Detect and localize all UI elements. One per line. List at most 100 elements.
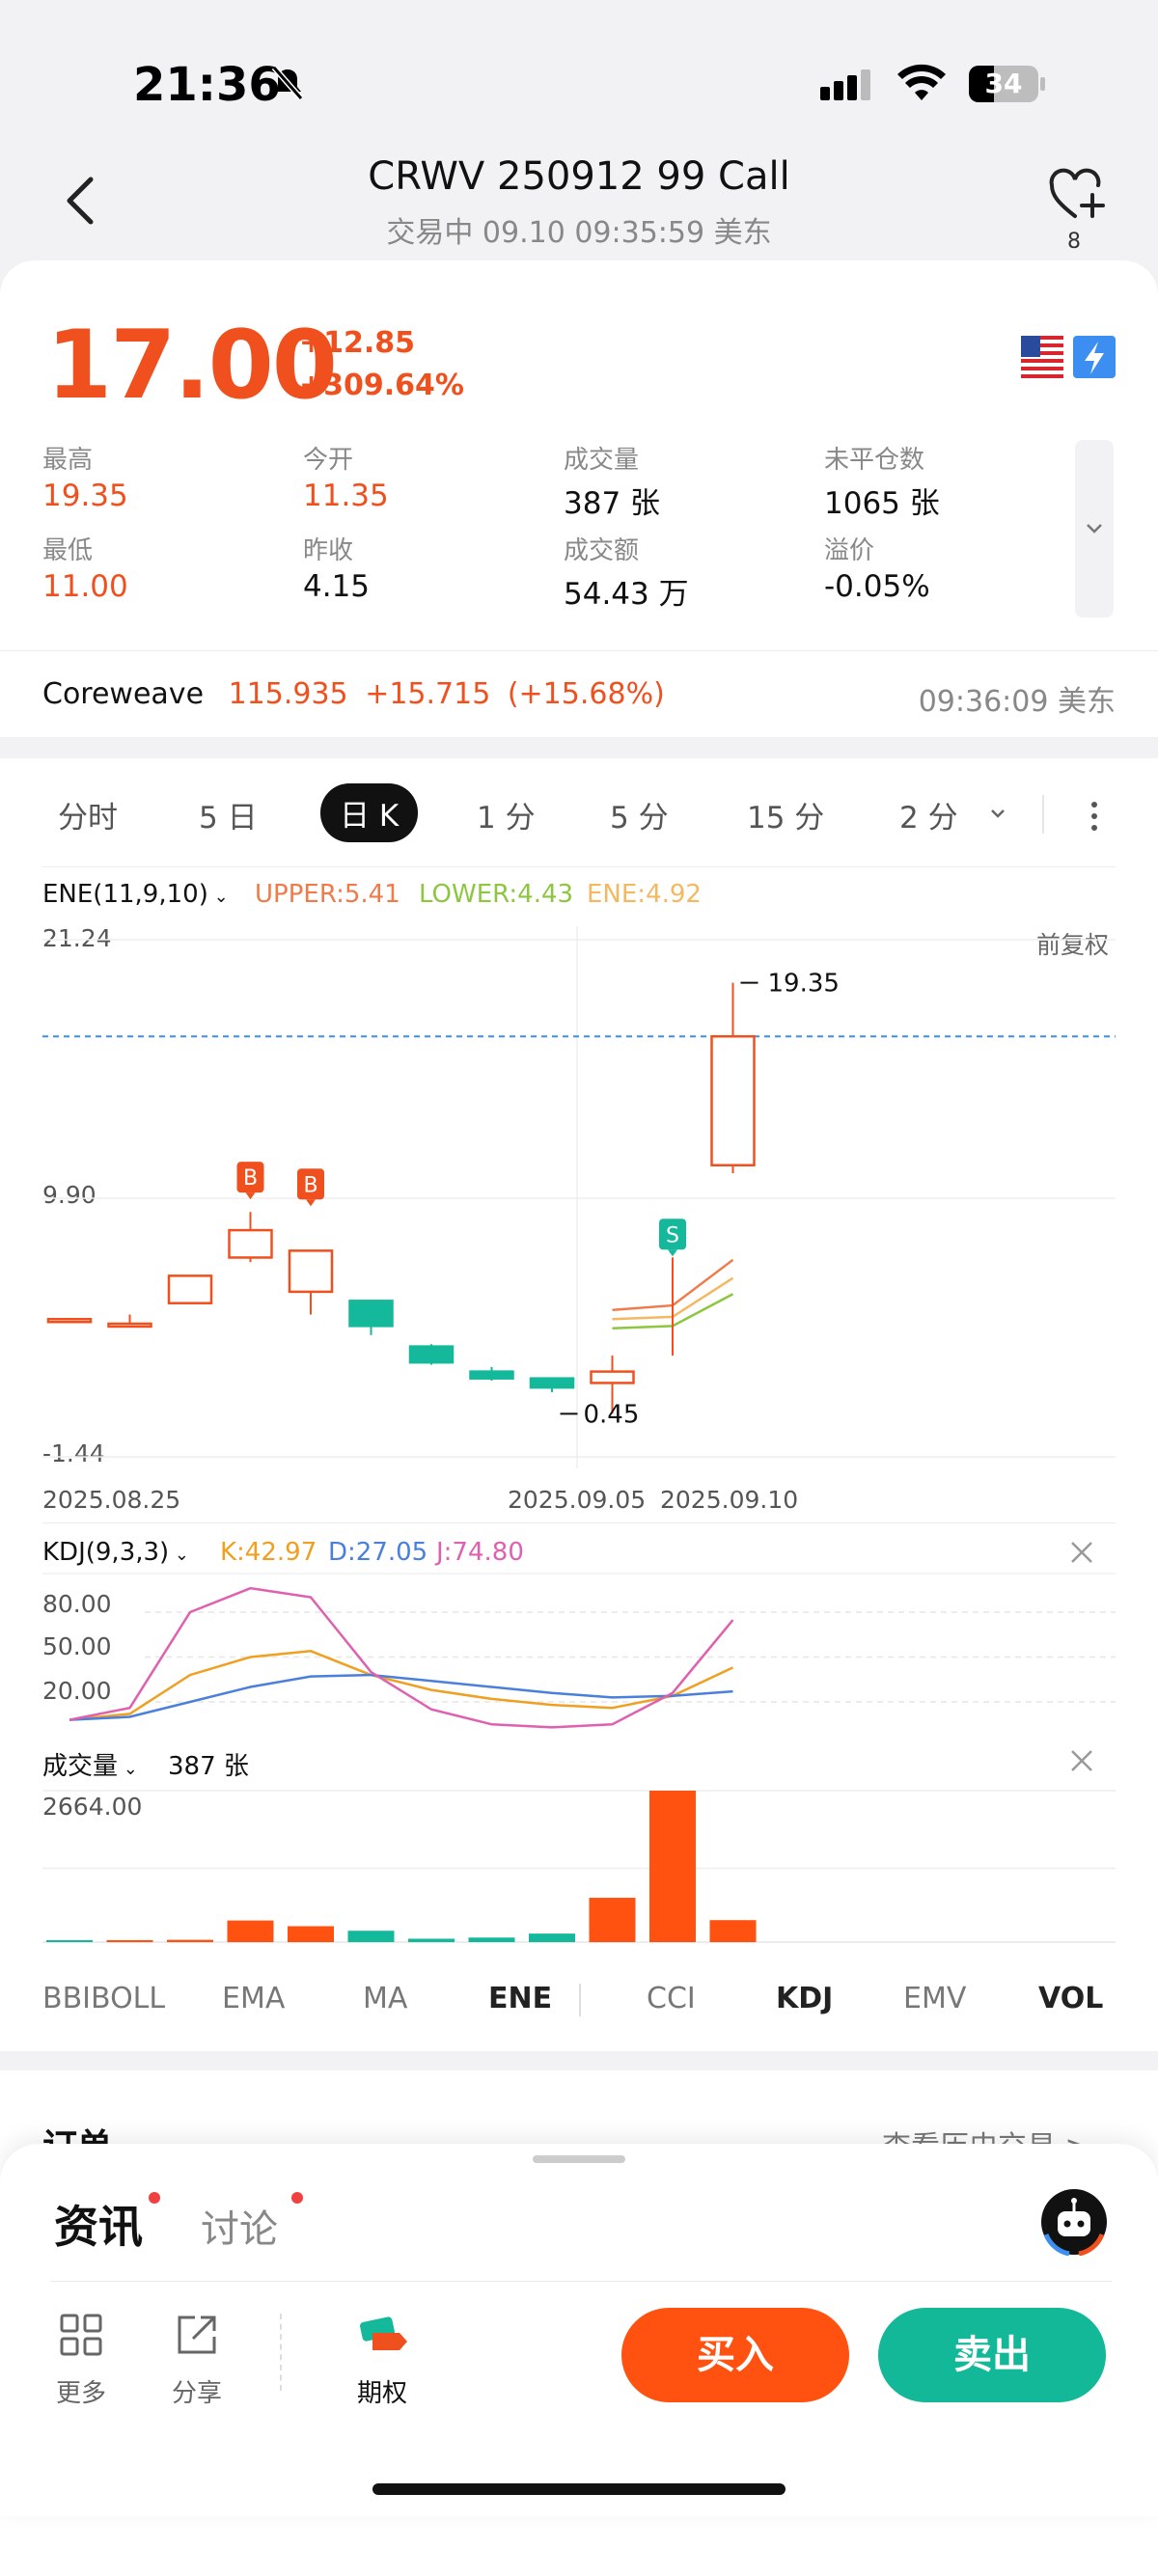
trade-marker-badge (236, 1162, 264, 1193)
volume-bar (46, 1940, 93, 1942)
divider (50, 2281, 1112, 2282)
kdj-k-line (69, 1650, 734, 1721)
underlying-time: 09:36:09 美东 (918, 685, 1116, 719)
candle-body (529, 1377, 575, 1389)
lightning-icon[interactable] (1073, 336, 1116, 378)
volume-bar (649, 1791, 696, 1942)
news-dot (149, 2192, 160, 2204)
favorite-count: 8 (1067, 230, 1081, 254)
chevron-down-icon: ⌄ (118, 1759, 138, 1779)
low-marker-label: 0.45 (584, 1400, 640, 1429)
battery-icon: 34 (969, 66, 1046, 104)
tab-divider (1042, 795, 1044, 834)
expand-stats-button[interactable] (1075, 440, 1114, 617)
stat-prev-close-value: 4.15 (303, 569, 371, 604)
change-percent: +309.64% (299, 369, 464, 402)
share-icon[interactable] (174, 2312, 220, 2362)
volume-value: 387 张 (168, 1752, 249, 1781)
tab-news[interactable]: 资讯 (54, 2201, 143, 2253)
price-change: +12.85 +309.64% (299, 322, 464, 407)
ene-selector[interactable]: ENE(11,9,10) ⌄ (42, 880, 229, 909)
close-kdj-icon[interactable] (1067, 1538, 1096, 1571)
indicator-vol[interactable]: VOL (1038, 1982, 1104, 2015)
buy-button[interactable]: 买入 (621, 2308, 849, 2402)
signal-icon (820, 68, 876, 106)
close-volume-icon[interactable] (1067, 1746, 1096, 1779)
options-label[interactable]: 期权 (357, 2379, 408, 2408)
candle-body (408, 1345, 455, 1364)
back-button[interactable] (58, 172, 100, 230)
candle-body (167, 1274, 213, 1304)
tab-15min[interactable]: 15 分 (747, 801, 825, 836)
underlying-row[interactable]: Coreweave 115.935 +15.715 (+15.68%) (42, 677, 665, 711)
last-price: 17.00 (46, 311, 338, 421)
favorite-add-button[interactable] (1048, 168, 1106, 226)
candle-body (46, 1318, 93, 1324)
tab-5day[interactable]: 5 日 (199, 801, 258, 836)
change-value: +12.85 (299, 326, 416, 360)
stats-grid: 最高 19.35 今开 11.35 成交量 387 张 未平仓数 1065 张 … (0, 440, 1062, 623)
kdj-j: J:74.80 (436, 1538, 524, 1567)
tab-2min[interactable]: 2 分 (899, 801, 958, 836)
stat-volume-value: 387 张 (564, 486, 661, 521)
divider (42, 866, 1116, 867)
volume-bar (468, 1937, 515, 1942)
date-mid: 2025.09.05 (508, 1486, 647, 1514)
more-options-icon[interactable] (1085, 797, 1104, 839)
sell-button[interactable]: 卖出 (878, 2308, 1106, 2402)
stat-open-value: 11.35 (303, 479, 389, 513)
home-indicator[interactable] (372, 2483, 786, 2495)
trade-marker-label: S (666, 1223, 679, 1247)
candle-body (348, 1300, 394, 1328)
tab-1min[interactable]: 1 分 (477, 801, 536, 836)
wifi-icon (896, 64, 948, 106)
tab-daily-k[interactable]: 日 K (320, 783, 419, 842)
volume-selector[interactable]: 成交量 ⌄ (42, 1746, 138, 1782)
date-start: 2025.08.25 (42, 1486, 181, 1514)
indicator-ma[interactable]: MA (363, 1982, 408, 2015)
options-icon[interactable] (359, 2316, 411, 2358)
trade-marker-label: B (243, 1166, 258, 1191)
kdj-d-line (69, 1673, 733, 1721)
volume-bar (709, 1920, 757, 1942)
candle-body (710, 1034, 756, 1166)
divider (0, 650, 1158, 651)
chevron-down-icon: ⌄ (169, 1545, 189, 1565)
kdj-chart (42, 1573, 1116, 1729)
robot-assistant-icon[interactable] (1040, 2188, 1108, 2260)
stat-turnover-label: 成交额 (564, 536, 640, 565)
kdj-j-line (69, 1586, 734, 1729)
volume-bar (529, 1933, 575, 1942)
tab-discussion[interactable]: 讨论 (201, 2207, 278, 2252)
volume-bar (167, 1939, 213, 1942)
trade-marker-label: B (303, 1173, 317, 1197)
sheet-handle[interactable] (533, 2155, 625, 2163)
kdj-label: KDJ(9,3,3) (42, 1538, 170, 1567)
indicator-kdj[interactable]: KDJ (776, 1982, 834, 2015)
indicator-emv[interactable]: EMV (903, 1982, 967, 2015)
indicator-ema[interactable]: EMA (222, 1982, 286, 2015)
grid-icon[interactable] (58, 2312, 104, 2362)
ene-lower: LOWER:4.43 (419, 880, 574, 909)
underlying-price: 115.935 (228, 677, 348, 711)
adjust-mode[interactable]: 前复权 (1036, 931, 1110, 959)
volume-bar (408, 1938, 455, 1942)
candle-body (228, 1228, 273, 1259)
timeframe-chevron-icon[interactable] (930, 799, 1007, 832)
candle-body (107, 1322, 152, 1329)
us-flag-icon (1021, 336, 1063, 378)
ene-value: ENE:4.92 (587, 880, 702, 909)
volume-bar (347, 1931, 395, 1942)
kdj-d: D:27.05 (328, 1538, 428, 1567)
indicator-bbiboll[interactable]: BBIBOLL (42, 1982, 166, 2015)
stat-high-label: 最高 (42, 446, 94, 475)
kdj-selector[interactable]: KDJ(9,3,3) ⌄ (42, 1538, 189, 1567)
underlying-name: Coreweave (42, 677, 205, 711)
more-label[interactable]: 更多 (56, 2379, 107, 2408)
indicator-cci[interactable]: CCI (647, 1982, 696, 2015)
ene-upper: UPPER:5.41 (255, 880, 400, 909)
indicator-ene[interactable]: ENE (488, 1982, 553, 2015)
tab-intraday[interactable]: 分时 (58, 801, 118, 836)
share-label[interactable]: 分享 (172, 2379, 223, 2408)
tab-5min[interactable]: 5 分 (610, 801, 669, 836)
